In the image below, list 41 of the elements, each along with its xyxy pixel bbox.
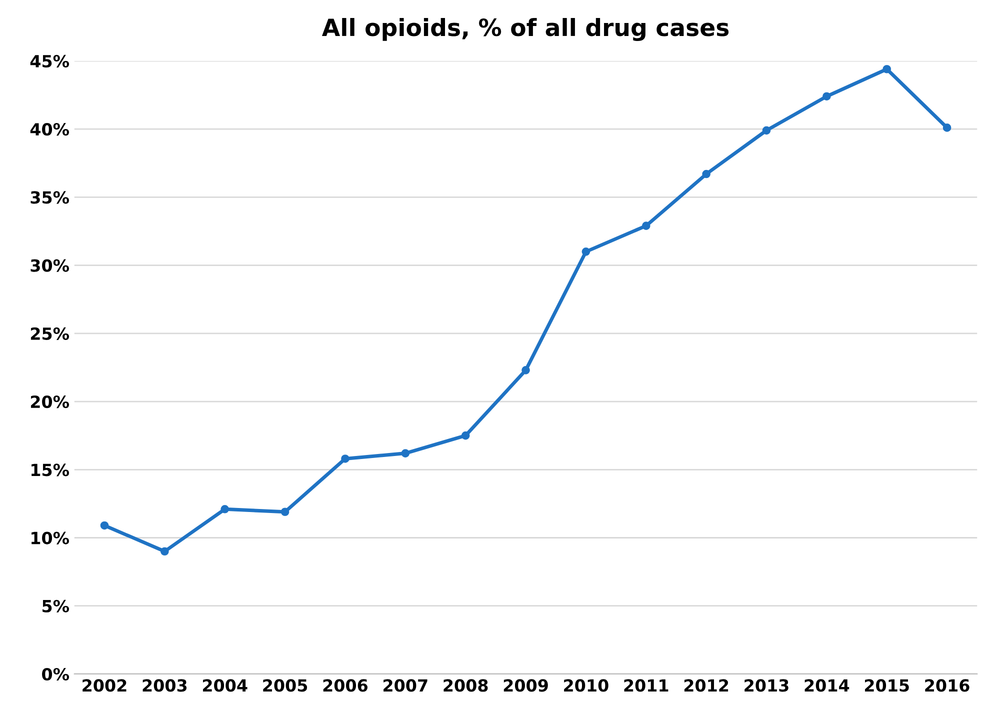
point bbox=[341, 454, 350, 463]
x-tick-label: 2005 bbox=[263, 679, 308, 692]
y-tick-label: 30% bbox=[30, 259, 70, 272]
y-tick-label: 20% bbox=[30, 395, 70, 408]
x-tick-label: 2016 bbox=[925, 679, 970, 692]
y-tick-label: 0% bbox=[42, 668, 70, 681]
chart-title: All opioids, % of all drug cases bbox=[322, 18, 729, 42]
point bbox=[942, 124, 952, 132]
x-tick-label: 2008 bbox=[444, 679, 488, 692]
point bbox=[100, 521, 109, 530]
y-tick-label: 45% bbox=[30, 54, 70, 68]
x-tick-label: 2002 bbox=[82, 679, 126, 692]
x-tick-label: 2006 bbox=[323, 679, 368, 692]
x-tick-label: 2003 bbox=[142, 679, 187, 692]
point bbox=[160, 547, 169, 556]
x-tick-label: 2009 bbox=[504, 679, 548, 692]
point bbox=[642, 222, 650, 230]
x-tick-label: 2013 bbox=[744, 679, 788, 692]
x-tick-label: 2015 bbox=[864, 679, 909, 692]
point bbox=[522, 366, 530, 374]
x-tick-label: 2011 bbox=[624, 679, 668, 692]
point bbox=[822, 92, 831, 101]
point bbox=[401, 449, 410, 458]
y-tick-label: 15% bbox=[32, 464, 70, 476]
point bbox=[582, 248, 590, 256]
x-tick-label: 2014 bbox=[804, 679, 850, 692]
x-tick-label: 2007 bbox=[384, 679, 428, 692]
point bbox=[461, 431, 470, 440]
point bbox=[280, 508, 290, 516]
x-tick-label: 2012 bbox=[684, 679, 728, 692]
x-tick-label: 2010 bbox=[564, 679, 608, 692]
x-tick-label: 2004 bbox=[202, 679, 248, 692]
y-tick-label: 40% bbox=[30, 123, 70, 136]
y-tick-label: 10% bbox=[32, 532, 70, 544]
point bbox=[882, 64, 892, 74]
point bbox=[220, 504, 230, 514]
point bbox=[702, 170, 710, 178]
point bbox=[762, 126, 771, 135]
y-tick-label: 5% bbox=[42, 600, 70, 612]
y-tick-label: 25% bbox=[30, 327, 70, 340]
y-tick-label: 35% bbox=[30, 191, 70, 204]
